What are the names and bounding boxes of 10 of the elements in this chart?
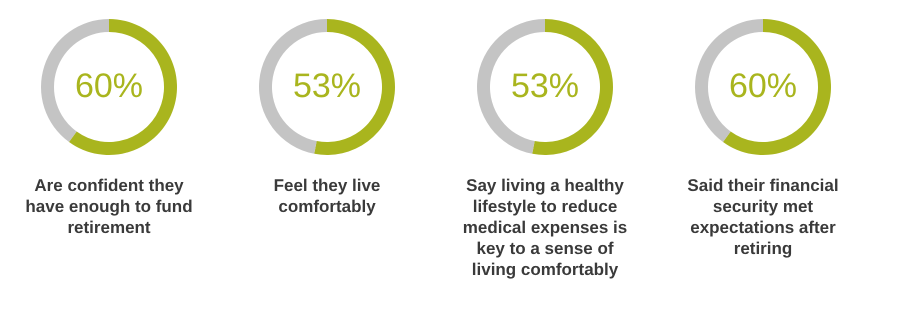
text: Said their financial security met expectations after retiring [687,176,839,258]
data-label: 60% [74,67,144,105]
donut-slice [69,19,177,155]
text: Are confident they have enough to fund retirement [25,176,193,237]
data-label: 60% [728,67,798,105]
data-label: 53% [510,67,580,105]
donut-slice [723,19,831,155]
data-label: 53% [292,67,362,105]
text: Feel they live comfortably [274,176,380,216]
text: Say living a healthy lifestyle to reduce medical expenses is key to a sense of living comfortably [462,176,628,279]
